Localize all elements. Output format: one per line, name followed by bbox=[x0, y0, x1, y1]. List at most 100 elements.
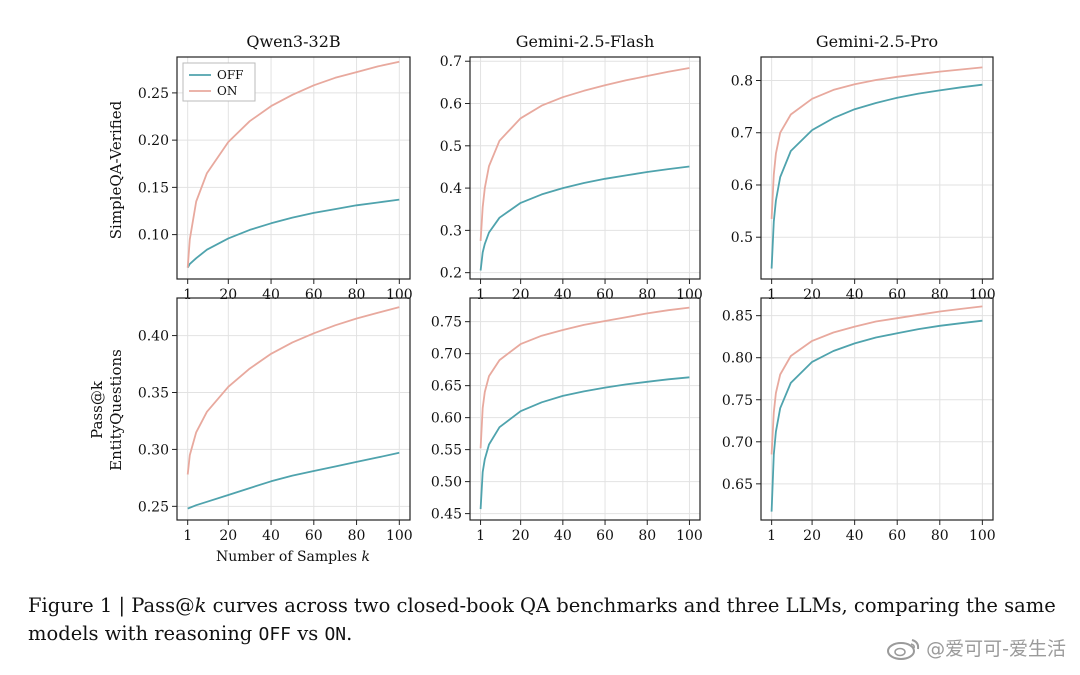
x-tick-label: 100 bbox=[969, 528, 996, 544]
watermark-text: @爱可可-爱生活 bbox=[926, 638, 1066, 660]
series-line-on bbox=[770, 305, 983, 455]
caption-k: k bbox=[194, 594, 207, 617]
axes-frame bbox=[176, 297, 411, 521]
y-tick-label: 0.6 bbox=[440, 97, 462, 113]
y-tick-label: 0.30 bbox=[138, 442, 169, 458]
x-tick-label: 20 bbox=[803, 287, 821, 303]
y-tick-label: 0.25 bbox=[138, 86, 169, 102]
y-tick-label: 0.15 bbox=[138, 180, 169, 196]
x-tick-label: 40 bbox=[846, 287, 864, 303]
series-line-on bbox=[770, 66, 983, 219]
panel-3: 1 20 40 60 80 100 0.25 0.30 0.35 0.40 bbox=[138, 297, 413, 544]
x-tick-label: 100 bbox=[676, 287, 703, 303]
series-line-on bbox=[186, 60, 400, 268]
panel-title: Qwen3-32B bbox=[246, 32, 340, 51]
y-tick-label: 0.80 bbox=[722, 351, 753, 367]
x-tick-label: 1 bbox=[183, 528, 192, 544]
y-tick-label: 0.40 bbox=[138, 329, 169, 345]
caption-off: OFF bbox=[258, 624, 292, 645]
row-label-entityquestions: EntityQuestions bbox=[107, 349, 125, 471]
shared-ylabel: Pass@k bbox=[88, 380, 106, 439]
x-tick-label: 60 bbox=[596, 528, 614, 544]
y-tick-label: 0.85 bbox=[722, 309, 753, 325]
caption-mid: curves across two closed-book QA benchma… bbox=[28, 594, 1056, 645]
x-tick-label: 80 bbox=[931, 528, 949, 544]
figure: 1 20 40 60 80 100 0.10 0.15 0.20 0.25 Qwen3-32B OFF… bbox=[88, 32, 996, 565]
series-line-off bbox=[479, 376, 690, 510]
x-tick-label: 40 bbox=[262, 528, 280, 544]
series-line-off bbox=[187, 451, 400, 510]
y-tick-label: 0.25 bbox=[138, 499, 169, 515]
panel-2: 1 20 40 60 80 100 0.5 0.6 0.7 0.8 Gemini-2.5-Pro bbox=[731, 32, 996, 303]
y-tick-label: 0.5 bbox=[440, 139, 462, 155]
x-tick-label: 20 bbox=[803, 528, 821, 544]
axes-frame bbox=[760, 297, 994, 521]
legend-label-off: OFF bbox=[217, 68, 244, 82]
caption-lead: Figure 1 | Pass@ bbox=[28, 594, 195, 617]
x-tick-label: 60 bbox=[596, 287, 614, 303]
x-tick-label: 1 bbox=[767, 287, 776, 303]
x-tick-label: 60 bbox=[305, 528, 323, 544]
x-tick-label: 80 bbox=[638, 528, 656, 544]
y-tick-label: 0.10 bbox=[138, 228, 169, 244]
y-tick-label: 0.4 bbox=[440, 181, 462, 197]
y-tick-label: 0.2 bbox=[440, 266, 462, 282]
axes-frame bbox=[760, 56, 994, 280]
series-line-on bbox=[479, 306, 690, 449]
x-tick-label: 100 bbox=[386, 528, 413, 544]
y-tick-label: 0.65 bbox=[722, 477, 753, 493]
y-tick-label: 0.70 bbox=[431, 347, 462, 363]
panel-title: Gemini-2.5-Pro bbox=[816, 32, 938, 51]
y-tick-label: 0.70 bbox=[722, 435, 753, 451]
x-tick-label: 20 bbox=[219, 528, 237, 544]
legend-box bbox=[182, 62, 256, 102]
axes-frame bbox=[469, 56, 701, 280]
y-tick-label: 0.60 bbox=[431, 411, 462, 427]
series-line-off bbox=[770, 319, 983, 512]
x-axis-label-text: Number of Samples bbox=[216, 549, 357, 565]
x-tick-label: 20 bbox=[512, 528, 530, 544]
weibo-icon bbox=[887, 638, 920, 660]
legend-label-on: ON bbox=[217, 84, 237, 98]
x-tick-label: 60 bbox=[888, 528, 906, 544]
axes-frame bbox=[176, 56, 411, 280]
panel-title: Gemini-2.5-Flash bbox=[516, 32, 655, 51]
x-axis-label: Number of Samples k bbox=[216, 549, 370, 565]
y-tick-label: 0.6 bbox=[731, 178, 753, 194]
panel-4: 1 20 40 60 80 100 0.45 0.50 0.55 0.60 0.65 0.70 0.75 bbox=[431, 297, 703, 544]
x-tick-label: 40 bbox=[554, 528, 572, 544]
x-tick-label: 80 bbox=[931, 287, 949, 303]
y-tick-label: 0.7 bbox=[440, 54, 462, 70]
x-tick-label: 1 bbox=[476, 528, 485, 544]
panel-0: 1 20 40 60 80 100 0.10 0.15 0.20 0.25 Qwen3-32B OFF… bbox=[138, 32, 413, 303]
x-tick-label: 100 bbox=[386, 287, 413, 303]
y-tick-label: 0.45 bbox=[431, 507, 462, 523]
x-tick-label: 40 bbox=[262, 287, 280, 303]
series-line-off bbox=[186, 198, 400, 269]
panel-5: 1 20 40 60 80 100 0.65 0.70 0.75 0.80 0.85 bbox=[722, 297, 996, 544]
x-tick-label: 80 bbox=[348, 287, 366, 303]
x-tick-label: 60 bbox=[888, 287, 906, 303]
x-axis-label-var: k bbox=[362, 549, 370, 565]
y-tick-label: 0.55 bbox=[431, 443, 462, 459]
panel-1: 1 20 40 60 80 100 0.2 0.3 0.4 0.5 0.6 0.7 Gemini-2.5… bbox=[440, 32, 703, 303]
y-tick-label: 0.5 bbox=[731, 230, 753, 246]
series-line-on bbox=[479, 67, 690, 241]
x-tick-label: 60 bbox=[305, 287, 323, 303]
x-tick-label: 1 bbox=[476, 287, 485, 303]
y-tick-label: 0.7 bbox=[731, 126, 753, 142]
legend: OFF ON bbox=[182, 62, 256, 102]
y-tick-label: 0.75 bbox=[431, 315, 462, 331]
x-tick-label: 40 bbox=[846, 528, 864, 544]
watermark: @爱可可-爱生活 bbox=[886, 634, 1066, 661]
y-tick-label: 0.65 bbox=[431, 379, 462, 395]
series-line-on bbox=[186, 306, 400, 475]
x-tick-label: 80 bbox=[638, 287, 656, 303]
x-tick-label: 100 bbox=[969, 287, 996, 303]
caption-vs: vs bbox=[291, 622, 325, 645]
series-line-off bbox=[479, 165, 690, 271]
y-tick-label: 0.50 bbox=[431, 475, 462, 491]
series-line-off bbox=[770, 83, 983, 269]
x-tick-label: 20 bbox=[512, 287, 530, 303]
x-tick-label: 20 bbox=[219, 287, 237, 303]
